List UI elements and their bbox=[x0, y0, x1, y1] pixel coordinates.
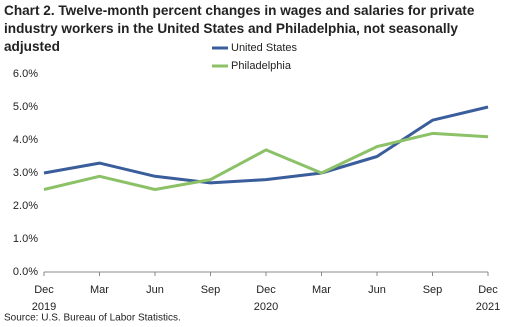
legend-label: Philadelphia bbox=[231, 60, 292, 72]
x-year-label: 2019 bbox=[32, 301, 56, 313]
x-tick-label: Jun bbox=[146, 284, 164, 296]
x-tick-label: Sep bbox=[201, 284, 221, 296]
y-tick-label: 5.0% bbox=[13, 101, 38, 113]
y-tick-label: 4.0% bbox=[13, 134, 38, 146]
x-year-label: 2020 bbox=[254, 301, 278, 313]
y-tick-label: 2.0% bbox=[13, 200, 38, 212]
x-year-label: 2021 bbox=[476, 301, 500, 313]
y-tick-label: 3.0% bbox=[13, 167, 38, 179]
x-tick-label: Dec bbox=[34, 284, 54, 296]
x-tick-label: Dec bbox=[256, 284, 276, 296]
legend-label: United States bbox=[231, 42, 298, 54]
x-tick-label: Dec bbox=[478, 284, 498, 296]
x-tick-label: Jun bbox=[368, 284, 386, 296]
y-tick-label: 1.0% bbox=[13, 233, 38, 245]
source: Source: U.S. Bureau of Labor Statistics. bbox=[4, 313, 181, 324]
y-tick-label: 0.0% bbox=[13, 266, 38, 278]
y-tick-label: 6.0% bbox=[13, 68, 38, 80]
x-tick-label: Sep bbox=[423, 284, 443, 296]
series-line bbox=[43, 105, 489, 185]
x-tick-label: Mar bbox=[312, 284, 331, 296]
series-line bbox=[43, 131, 489, 191]
chart-title: Chart 2. Twelve-month percent changes in… bbox=[4, 3, 475, 54]
x-tick-label: Mar bbox=[90, 284, 109, 296]
